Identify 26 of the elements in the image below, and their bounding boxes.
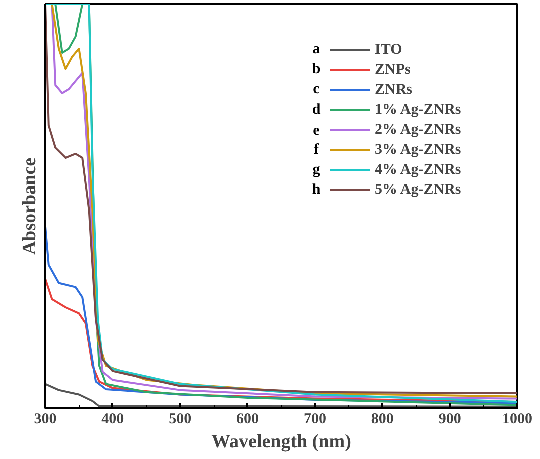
legend-label: ZNPs: [375, 60, 411, 80]
annotation: f: [314, 142, 320, 158]
annotation: c: [313, 82, 320, 98]
annotation: g: [312, 162, 321, 178]
annotation: h: [312, 182, 322, 198]
legend-label: 4% Ag-ZNRs: [375, 160, 462, 180]
x-tick-label: 300: [34, 412, 57, 428]
legend-label: ZNRs: [375, 80, 413, 100]
x-tick-label: 700: [304, 412, 326, 428]
legend-label: 3% Ag-ZNRs: [375, 140, 462, 160]
annotation: b: [312, 62, 321, 78]
x-axis-title: Wavelength (nm): [212, 432, 352, 452]
legend-label: 2% Ag-ZNRs: [375, 120, 462, 140]
x-tick-label: 900: [438, 412, 462, 428]
x-tick-label: 400: [102, 412, 124, 428]
x-tick-label: 600: [236, 412, 260, 428]
legend-label: 5% Ag-ZNRs: [375, 180, 462, 200]
legend-label: ITO: [375, 40, 402, 60]
x-tick-label: 1000: [502, 412, 532, 428]
annotation: d: [312, 102, 322, 118]
legend-label: 1% Ag-ZNRs: [375, 100, 462, 120]
x-tick-label: 500: [169, 412, 192, 428]
annotation: e: [313, 122, 320, 139]
y-axis-title: Absorbance: [20, 158, 40, 256]
annotation: a: [312, 42, 321, 58]
x-tick-label: 800: [371, 412, 394, 428]
